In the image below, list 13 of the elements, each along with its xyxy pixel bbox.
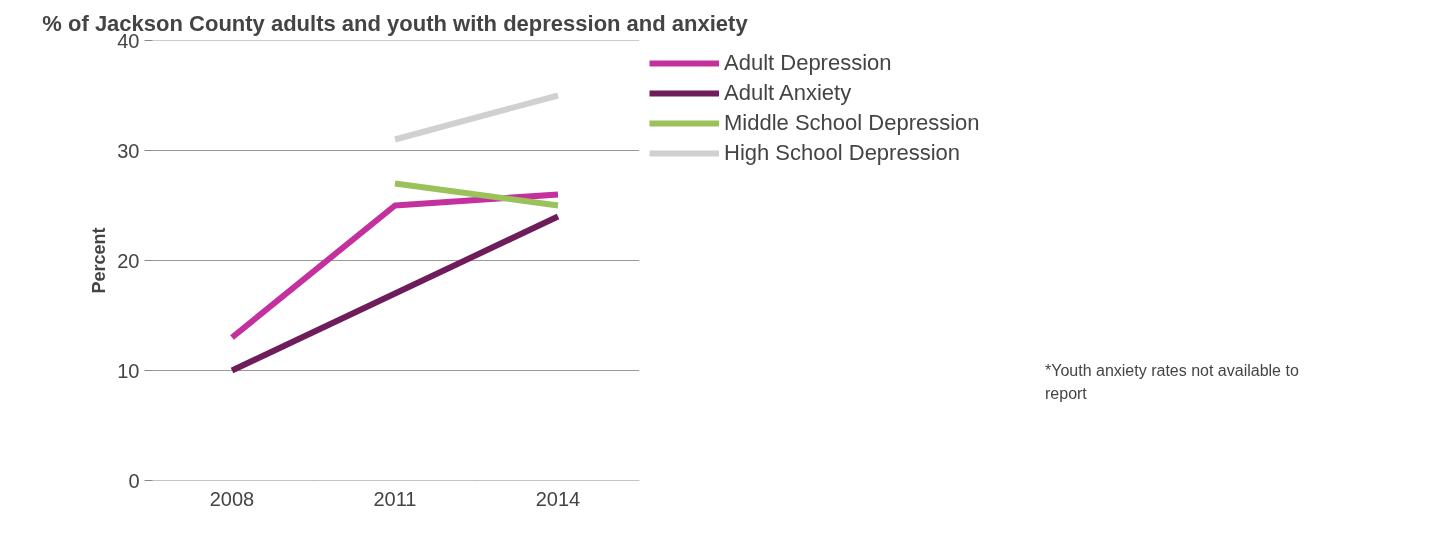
legend-label: High School Depression [724,140,961,166]
legend-label: Adult Depression [724,50,892,76]
y-tick-label: 0 [128,469,140,492]
legend-label: Middle School Depression [724,110,980,136]
y-tick-label: 20 [117,249,140,272]
x-tick-label: 2014 [535,487,581,510]
x-tick-label: 2011 [373,487,417,510]
y-tick-label: 10 [117,359,140,382]
y-axis-title: Percent [89,227,110,294]
x-tick-label: 2008 [209,487,255,510]
y-tick-label: 30 [117,139,140,162]
text: *Youth anxiety rates not available to report [1045,361,1300,404]
legend-label: Adult Anxiety [724,80,852,106]
